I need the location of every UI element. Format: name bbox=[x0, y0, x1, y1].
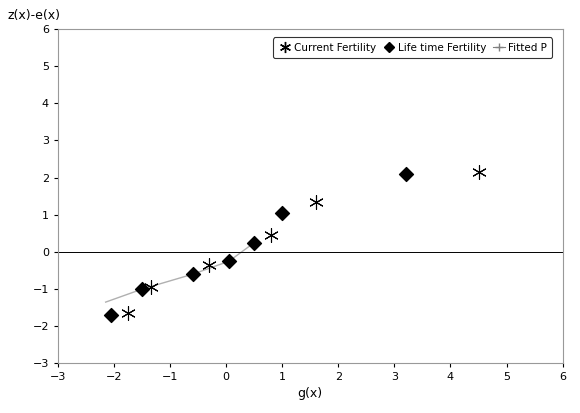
Point bbox=[401, 171, 410, 177]
Point bbox=[146, 284, 155, 291]
Point bbox=[474, 169, 483, 175]
X-axis label: g(x): g(x) bbox=[298, 387, 323, 400]
Point bbox=[137, 286, 147, 292]
Point bbox=[224, 258, 234, 264]
Point bbox=[124, 310, 133, 316]
Text: z(x)-e(x): z(x)-e(x) bbox=[8, 9, 60, 22]
Point bbox=[107, 312, 116, 318]
Point bbox=[205, 262, 214, 268]
Point bbox=[188, 271, 197, 278]
Point bbox=[249, 240, 259, 246]
Point bbox=[266, 232, 276, 239]
Point bbox=[311, 198, 321, 205]
Point bbox=[278, 209, 287, 216]
Legend: Current Fertility, Life time Fertility, Fitted P: Current Fertility, Life time Fertility, … bbox=[273, 38, 552, 58]
